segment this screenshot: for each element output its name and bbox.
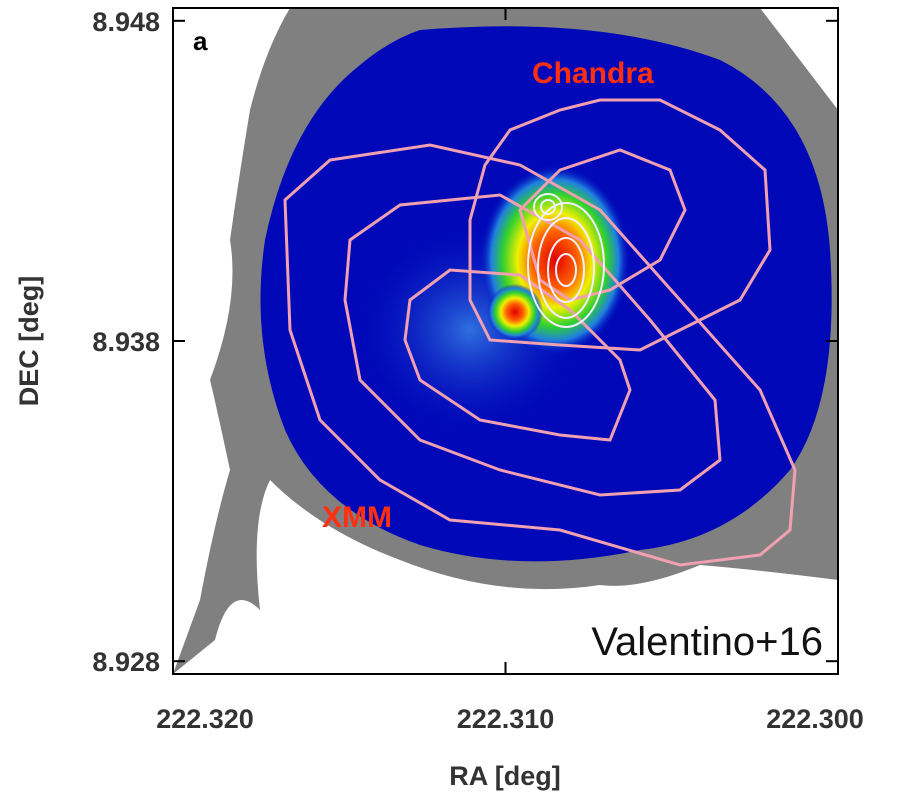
chart: a Chandra XMM Valentino+16 RA [deg] DEC … (0, 0, 902, 794)
y-axis-label: DEC [deg] (14, 276, 44, 407)
panel-label: a (193, 26, 208, 56)
emission (487, 284, 543, 340)
x-axis-label: RA [deg] (449, 761, 560, 791)
annotation: Chandra (532, 57, 654, 90)
y-tick-label: 8.938 (92, 327, 160, 357)
image (173, 8, 838, 674)
x-tick-label: 222.310 (457, 704, 555, 734)
y-tick-label: 8.948 (92, 7, 160, 37)
annotation: Valentino+16 (591, 620, 823, 664)
x-tick-label: 222.300 (766, 704, 864, 734)
x-tick-label: 222.320 (156, 704, 254, 734)
annotation: XMM (322, 501, 392, 534)
y-tick-label: 8.928 (92, 647, 160, 677)
